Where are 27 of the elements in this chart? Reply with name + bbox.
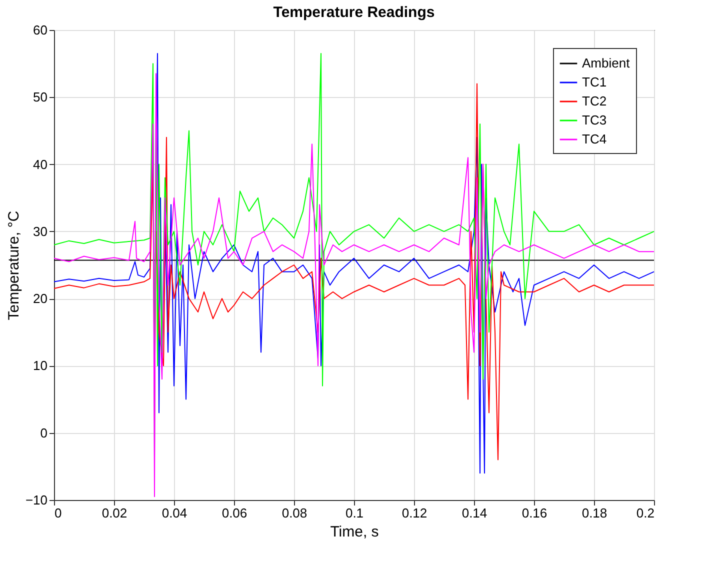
x-tick-label: 0.1 xyxy=(345,506,364,520)
y-tick-label: 0 xyxy=(40,425,48,440)
y-tick-label: 20 xyxy=(33,291,48,306)
legend-label: Ambient xyxy=(582,56,630,70)
x-tick-label: 0.08 xyxy=(282,506,308,520)
x-tick-label: 0.02 xyxy=(102,506,128,520)
x-tick-label: 0.2 xyxy=(636,506,654,520)
y-tick-label: 50 xyxy=(33,90,48,105)
x-tick-label: 0.12 xyxy=(402,506,428,520)
legend-label: TC3 xyxy=(582,112,607,128)
y-tick-label: 30 xyxy=(33,224,48,239)
x-tick-label: 0.18 xyxy=(582,506,608,520)
y-tick-label: 10 xyxy=(33,358,48,374)
x-tick-label: 0.16 xyxy=(522,506,548,520)
y-tick-label: −10 xyxy=(25,492,48,508)
legend-label: TC1 xyxy=(582,74,607,90)
y-tick-label: 60 xyxy=(33,22,48,38)
x-tick-label: 0.14 xyxy=(462,506,488,520)
x-tick-label: 0 xyxy=(54,506,62,520)
legend-label: TC4 xyxy=(582,132,607,146)
x-tick-label: 0.04 xyxy=(162,506,188,520)
legend-label: TC2 xyxy=(582,94,607,108)
y-tick-label: 40 xyxy=(33,156,48,172)
x-axis-title: Time, s xyxy=(330,524,379,540)
chart-title: Temperature Readings xyxy=(273,4,435,21)
x-tick-label: 0.06 xyxy=(222,506,248,520)
y-axis-title: Temperature, °C xyxy=(5,210,22,320)
